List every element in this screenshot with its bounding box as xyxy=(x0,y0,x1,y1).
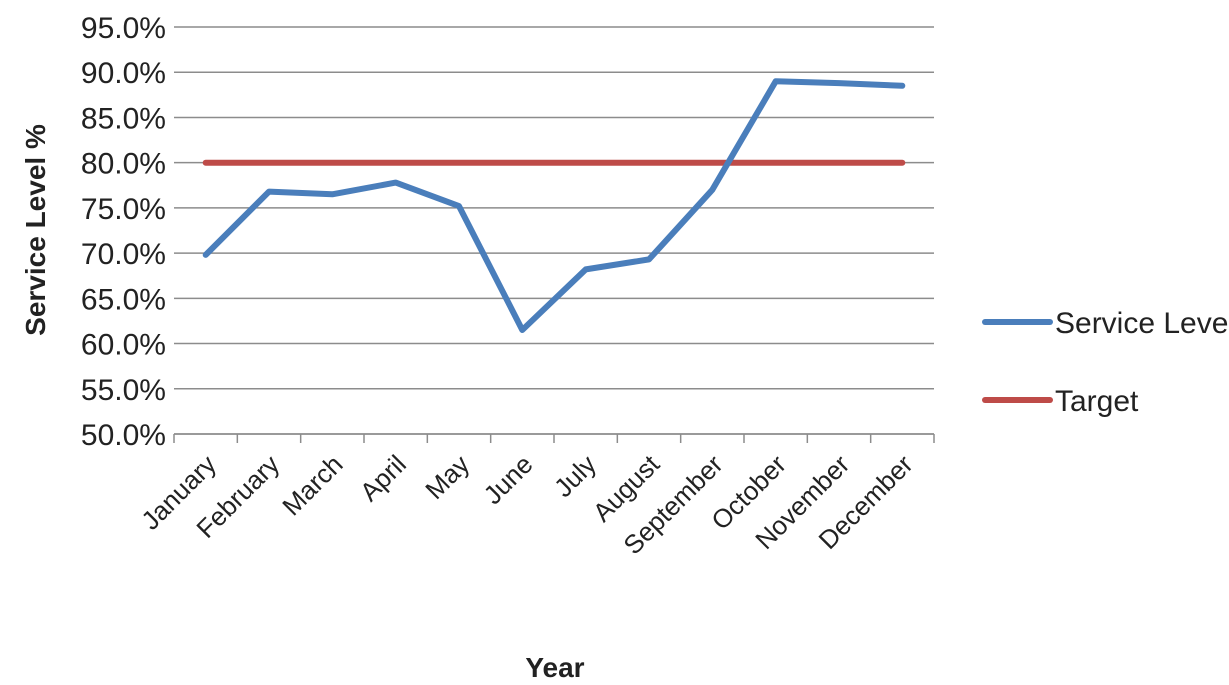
series-line-service-level xyxy=(202,78,906,333)
x-axis-title: Year xyxy=(525,652,584,683)
y-tick-label: 95.0% xyxy=(81,12,166,45)
x-axis xyxy=(173,433,935,443)
x-tick-label: April xyxy=(354,449,412,507)
x-tick-label: March xyxy=(276,449,348,521)
x-tick-label: July xyxy=(548,449,602,503)
y-tick-label: 75.0% xyxy=(81,193,166,226)
y-tick-label: 85.0% xyxy=(81,102,166,135)
y-tick-label: 60.0% xyxy=(81,329,166,362)
x-tick-label: May xyxy=(419,449,475,505)
y-tick-label: 50.0% xyxy=(81,419,166,452)
legend-label-target: Target xyxy=(1055,385,1139,418)
series-lines xyxy=(202,78,906,333)
legend: Service Level Target xyxy=(982,307,1229,418)
y-tick-label: 80.0% xyxy=(81,148,166,181)
y-axis-ticks: 50.0% 55.0% 60.0% 65.0% 70.0% 75.0% 80.0% 85.0%… xyxy=(81,12,166,452)
y-tick-label: 55.0% xyxy=(81,374,166,407)
y-tick-label: 65.0% xyxy=(81,283,166,316)
y-tick-label: 70.0% xyxy=(81,238,166,271)
x-tick-label: June xyxy=(477,449,538,510)
y-tick-label: 90.0% xyxy=(81,57,166,90)
legend-label-service-level: Service Level xyxy=(1055,307,1229,340)
gridlines xyxy=(174,26,934,435)
y-axis-title: Service Level % xyxy=(20,124,51,336)
